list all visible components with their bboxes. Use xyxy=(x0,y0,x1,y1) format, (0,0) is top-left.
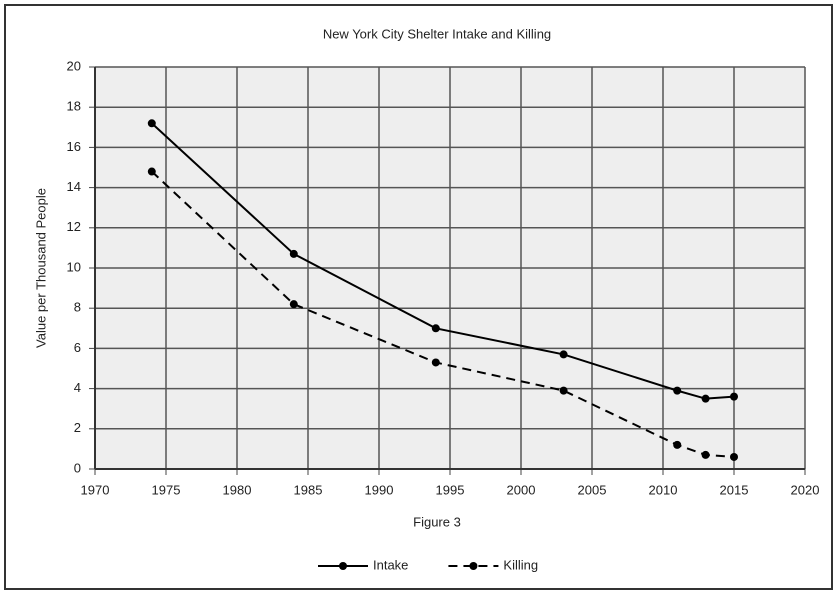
y-tick-label: 6 xyxy=(74,340,81,355)
data-point xyxy=(431,358,440,367)
legend-marker xyxy=(339,562,347,570)
x-tick-label: 1985 xyxy=(294,482,323,497)
y-tick-label: 14 xyxy=(67,179,81,194)
data-point xyxy=(701,394,710,403)
data-point xyxy=(701,450,710,459)
x-tick-label: 2005 xyxy=(578,482,607,497)
y-tick-label: 20 xyxy=(67,58,81,73)
y-tick-label: 8 xyxy=(74,300,81,315)
y-tick-label: 0 xyxy=(74,460,81,475)
legend-marker xyxy=(469,562,478,570)
data-point xyxy=(147,119,156,128)
data-point xyxy=(673,386,682,395)
x-tick-label: 1975 xyxy=(152,482,181,497)
x-tick-label: 1995 xyxy=(436,482,465,497)
data-point xyxy=(147,167,156,176)
y-tick-label: 18 xyxy=(67,99,81,114)
legend-label: Killing xyxy=(503,557,538,572)
data-point xyxy=(289,249,298,258)
x-tick-label: 2010 xyxy=(649,482,678,497)
data-point xyxy=(673,440,682,449)
y-tick-label: 4 xyxy=(74,380,81,395)
x-tick-label: 1970 xyxy=(81,482,110,497)
data-point xyxy=(559,386,568,395)
x-tick-label: 2015 xyxy=(720,482,749,497)
y-axis-title: Value per Thousand People xyxy=(33,188,48,348)
x-tick-label: 1990 xyxy=(365,482,394,497)
legend-label: Intake xyxy=(373,557,408,572)
data-point xyxy=(730,392,738,401)
y-tick-label: 10 xyxy=(67,259,81,274)
data-point xyxy=(289,300,298,309)
x-tick-label: 1980 xyxy=(223,482,252,497)
x-axis-title: Figure 3 xyxy=(413,514,461,529)
data-point xyxy=(559,350,568,359)
y-tick-label: 12 xyxy=(67,219,81,234)
data-point xyxy=(431,324,440,333)
chart-title: New York City Shelter Intake and Killing xyxy=(323,26,551,41)
y-tick-label: 16 xyxy=(67,139,81,154)
y-tick-label: 2 xyxy=(74,420,81,435)
x-tick-label: 2000 xyxy=(507,482,536,497)
x-tick-label: 2020 xyxy=(791,482,820,497)
data-point xyxy=(730,452,738,461)
